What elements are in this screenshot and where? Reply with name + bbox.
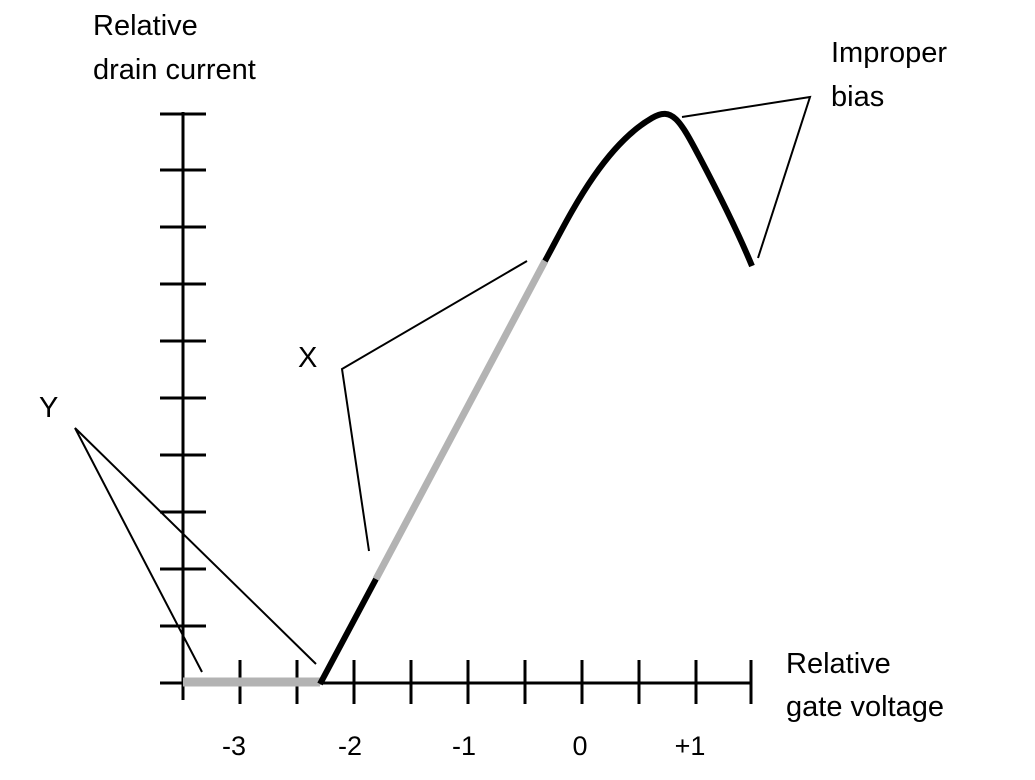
lower-curve-segment xyxy=(317,577,379,686)
y-axis-title-line-1: Relative xyxy=(93,10,198,42)
x-axis-title-line-1: Relative xyxy=(786,648,891,680)
improper-bias-label-line-2: bias xyxy=(831,81,884,113)
x-callout-leader xyxy=(340,260,528,552)
y-axis-ticks xyxy=(160,112,206,628)
improper-bias-label-line-1: Improper xyxy=(831,37,947,69)
y-axis-title: Relative drain current xyxy=(93,10,256,86)
y-callout-label: Y xyxy=(39,392,58,424)
improper-bias-leader xyxy=(681,95,812,259)
x-tick-labels: -3 -2 -1 0 +1 xyxy=(222,731,705,761)
x-callout-label: X xyxy=(298,342,317,374)
x-tick-label: -2 xyxy=(338,731,362,761)
linear-region-segment xyxy=(372,259,549,581)
x-tick-label: -1 xyxy=(452,731,476,761)
x-axis-title-line-2: gate voltage xyxy=(786,691,944,723)
improper-bias-label: Improper bias xyxy=(831,37,955,113)
x-tick-label: +1 xyxy=(675,731,706,761)
y-callout-leader xyxy=(74,427,317,673)
y-axis-title-line-2: drain current xyxy=(93,54,256,86)
x-tick-label: -3 xyxy=(222,731,246,761)
x-axis-title: Relative gate voltage xyxy=(786,648,944,723)
x-tick-label: 0 xyxy=(572,731,587,761)
saturation-curve-segment xyxy=(542,110,755,268)
